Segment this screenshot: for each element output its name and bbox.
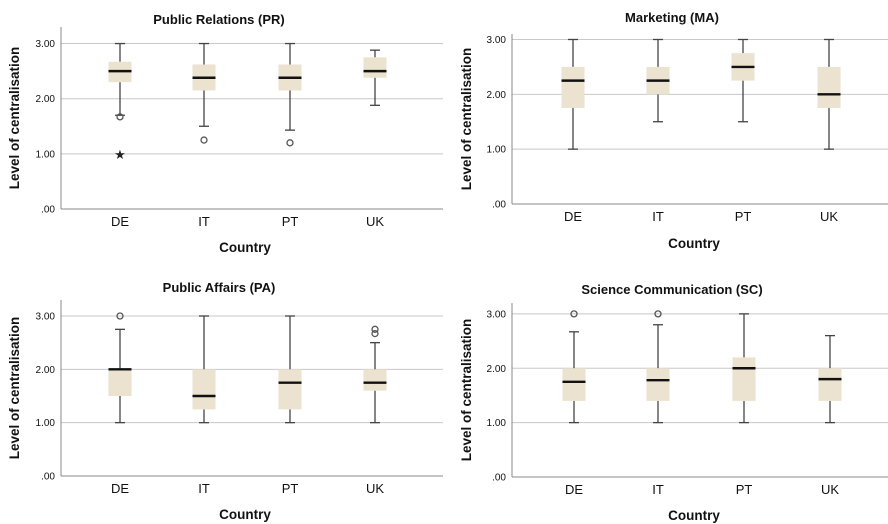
chart-title: Public Relations (PR): [153, 12, 284, 27]
chart-title: Science Communication (SC): [581, 282, 762, 297]
box-IT: [646, 38, 670, 123]
iqr-box: [363, 57, 387, 78]
y-axis-title: Level of centralisation: [459, 48, 474, 191]
x-axis-title: Country: [219, 507, 271, 522]
x-tick-label: UK: [366, 214, 384, 229]
iqr-box: [562, 368, 586, 401]
y-axis-title: Level of centralisation: [459, 319, 474, 462]
box-IT: [192, 315, 216, 424]
box-PT: [278, 315, 302, 424]
x-axis-title: Country: [219, 240, 271, 255]
outlier-point: [371, 325, 379, 333]
outlier-point: [654, 310, 662, 318]
outlier-point: [371, 329, 379, 338]
outlier-point: [116, 312, 124, 320]
x-tick-label: IT: [198, 214, 210, 229]
x-tick-label: DE: [111, 481, 129, 496]
outlier-point: [200, 136, 208, 144]
y-tick-label: 2.00: [36, 365, 56, 376]
x-tick-label: UK: [820, 209, 838, 224]
x-tick-label: UK: [366, 481, 384, 496]
outlier-point: [286, 139, 294, 147]
iqr-box: [363, 369, 387, 391]
y-axis-title: Level of centralisation: [7, 317, 22, 460]
x-tick-label: IT: [652, 209, 664, 224]
y-tick-label: 1.00: [36, 149, 56, 160]
x-tick-label: PT: [282, 481, 299, 496]
outlier-point: [570, 310, 578, 318]
box-PT: [732, 313, 756, 424]
chart-panel-3: .00 1.00 2.00 3.00 Science Communication (SC…: [459, 282, 888, 523]
outlier-point: [116, 113, 124, 121]
x-tick-label: IT: [198, 481, 210, 496]
x-tick-label: DE: [564, 209, 582, 224]
box-IT: [646, 310, 670, 424]
iqr-box: [818, 368, 842, 401]
box-DE: [562, 310, 586, 424]
x-tick-label: DE: [565, 482, 583, 497]
extreme-point: ★: [114, 147, 126, 162]
y-tick-label: 3.00: [487, 35, 507, 46]
y-tick-label: .00: [492, 200, 506, 211]
iqr-box: [732, 357, 756, 401]
y-tick-label: 1.00: [36, 418, 56, 429]
y-tick-label: 1.00: [487, 418, 507, 429]
y-tick-label: 3.00: [36, 39, 56, 50]
box-UK: [363, 49, 387, 106]
iqr-box: [646, 368, 670, 401]
iqr-box: [561, 66, 585, 109]
chart-panel-2: .00 1.00 2.00 3.00 Public Affairs (PA) DE IT PT…: [7, 280, 443, 522]
box-UK: [817, 38, 841, 150]
iqr-box: [108, 369, 132, 396]
x-axis-title: Country: [668, 236, 720, 251]
x-tick-label: PT: [736, 482, 753, 497]
x-tick-label: UK: [821, 482, 839, 497]
chart-panel-0: .00 1.00 2.00 3.00 Public Relations (PR) ★ DE I…: [7, 12, 443, 255]
box-IT: [192, 42, 216, 144]
chart-title: Public Affairs (PA): [163, 280, 276, 295]
y-tick-label: 2.00: [487, 364, 507, 375]
x-tick-label: PT: [735, 209, 752, 224]
y-tick-label: 3.00: [487, 309, 507, 320]
box-PT: [278, 42, 302, 147]
y-tick-label: .00: [492, 473, 506, 484]
iqr-box: [817, 66, 841, 109]
y-tick-label: .00: [41, 205, 55, 216]
iqr-box: [278, 369, 302, 410]
box-UK: [818, 334, 842, 424]
y-tick-label: 3.00: [36, 312, 56, 323]
box-DE: [561, 38, 585, 150]
box-DE: ★: [108, 42, 132, 162]
x-tick-label: IT: [652, 482, 664, 497]
x-axis-title: Country: [668, 508, 720, 523]
y-axis-title: Level of centralisation: [7, 47, 22, 190]
chart-title: Marketing (MA): [625, 10, 719, 25]
y-tick-label: 1.00: [487, 145, 507, 156]
x-tick-label: DE: [111, 214, 129, 229]
y-tick-label: .00: [41, 472, 55, 483]
chart-panel-1: .00 1.00 2.00 3.00 Marketing (MA) DE IT PT UK Cou…: [459, 10, 888, 251]
y-tick-label: 2.00: [487, 90, 507, 101]
box-DE: [108, 312, 132, 424]
y-tick-label: 2.00: [36, 94, 56, 105]
iqr-box: [192, 369, 216, 410]
box-UK: [363, 325, 387, 424]
box-PT: [731, 38, 755, 123]
x-tick-label: PT: [282, 214, 299, 229]
